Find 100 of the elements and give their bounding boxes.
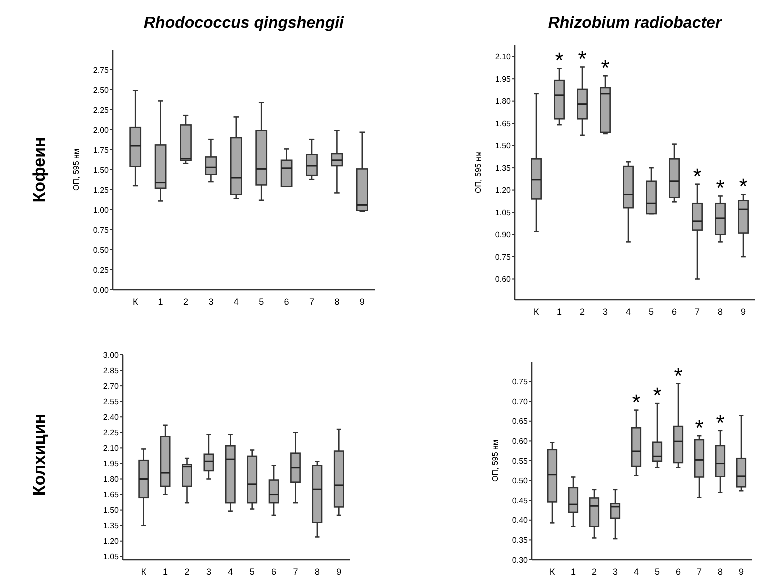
x-tick-label: 7 [696,567,702,577]
y-tick-label: 1.25 [93,186,110,195]
x-tick-label: 8 [314,567,320,577]
y-tick-label: 2.00 [93,126,110,135]
annotation: * [739,174,748,200]
x-tick-label: 8 [718,567,724,577]
y-tick-label: 0.75 [512,378,529,387]
y-tick-label: 1.50 [93,166,110,175]
x-tick-label: 6 [284,297,290,307]
x-tick-label: 4 [234,297,239,307]
x-tick-label: 9 [336,567,342,577]
y-tick-label: 0.70 [512,397,529,406]
y-tick-label: 1.95 [495,74,512,84]
y-tick-label: 0.65 [512,417,529,426]
x-tick-label: 1 [158,297,164,307]
y-tick-label: 2.40 [103,412,120,422]
y-tick-label: 1.95 [103,460,120,469]
y-tick-label: 0.00 [93,286,110,295]
y-axis-title: ОП, 595 нм [72,149,81,191]
x-tick-label: 2 [592,567,598,577]
y-tick-label: 0.50 [93,246,110,255]
y-tick-label: 1.20 [495,186,512,196]
x-tick-label: К [534,307,540,317]
y-tick-label: 0.90 [495,230,512,240]
x-tick-label: 1 [570,567,576,577]
x-tick-label: К [132,297,139,307]
y-tick-label: 2.75 [93,66,110,75]
x-tick-label: 5 [250,567,255,577]
x-tick-label: 4 [634,567,640,577]
y-axis-title: ОП, 595 нм [474,152,483,194]
y-tick-label: 0.55 [512,456,529,466]
y-tick-label: 1.50 [103,506,120,516]
x-tick-label: 5 [654,567,660,577]
y-tick-label: 1.80 [495,97,512,106]
y-tick-label: 0.50 [512,476,529,486]
y-tick-label: 2.50 [93,86,110,95]
y-tick-label: 1.20 [103,537,120,546]
y-tick-label: 2.25 [103,428,120,438]
annotation: * [693,164,702,189]
y-tick-label: 0.35 [512,536,529,545]
y-tick-label: 1.05 [495,208,512,218]
y-tick-label: 0.25 [93,266,110,275]
x-tick-label: 2 [580,307,586,317]
y-tick-label: 0.60 [512,437,529,446]
x-tick-label: 3 [612,567,618,577]
x-tick-label: 9 [360,297,365,307]
chart-title: Rhizobium radiobacter [548,15,722,32]
x-tick-label: 7 [309,297,315,307]
x-tick-label: 7 [694,307,700,317]
y-tick-label: 2.70 [103,382,120,391]
y-tick-label: 0.30 [512,556,529,565]
annotation: * [674,363,684,388]
y-tick-label: 1.50 [495,142,512,151]
annotation: * [695,416,704,441]
x-tick-label: 7 [293,567,298,577]
y-tick-label: 2.10 [495,52,512,62]
x-tick-label: К [141,567,148,577]
x-tick-label: 9 [738,567,744,577]
x-tick-label: 6 [272,567,277,577]
x-tick-label: К [550,567,556,577]
y-tick-label: 1.75 [93,146,110,155]
annotation: * [653,383,662,408]
text: Кофеин [30,137,49,203]
y-tick-label: 0.40 [512,516,529,526]
annotation: * [632,390,642,415]
y-tick-label: 2.10 [103,444,120,453]
y-tick-label: 0.75 [495,252,512,262]
x-tick-label: 5 [259,297,264,307]
y-tick-label: 2.25 [93,106,110,115]
text: Колхицин [30,414,49,496]
y-tick-label: 1.00 [93,206,110,215]
y-tick-label: 1.35 [103,522,120,531]
x-tick-label: 6 [676,567,682,577]
y-tick-label: 2.85 [103,366,120,376]
x-tick-label: 8 [718,307,724,317]
annotation: * [601,56,610,81]
y-axis-title: ОП, 595 нм [491,440,500,482]
annotation: * [578,46,588,72]
x-tick-label: 5 [648,307,654,317]
y-tick-label: 1.65 [495,119,512,128]
x-tick-label: 3 [602,307,608,317]
y-tick-label: 2.55 [103,397,120,406]
x-tick-label: 1 [163,567,168,577]
y-tick-label: 1.05 [103,552,120,562]
annotation: * [716,410,726,436]
y-tick-label: 1.80 [103,475,120,484]
x-tick-label: 2 [184,567,190,577]
x-tick-label: 6 [672,307,678,317]
x-tick-label: 4 [626,307,632,317]
chart-title: Rhodococcus qingshengii [144,15,345,32]
y-tick-label: 0.75 [93,226,110,235]
annotation: * [555,48,564,74]
y-tick-label: 3.00 [103,350,120,360]
x-tick-label: 4 [228,567,234,577]
x-tick-label: 8 [334,297,340,307]
annotation: * [716,176,726,201]
x-tick-label: 3 [208,297,214,307]
x-tick-label: 2 [183,297,189,307]
x-tick-label: 3 [206,567,212,577]
y-tick-label: 0.45 [512,496,529,506]
